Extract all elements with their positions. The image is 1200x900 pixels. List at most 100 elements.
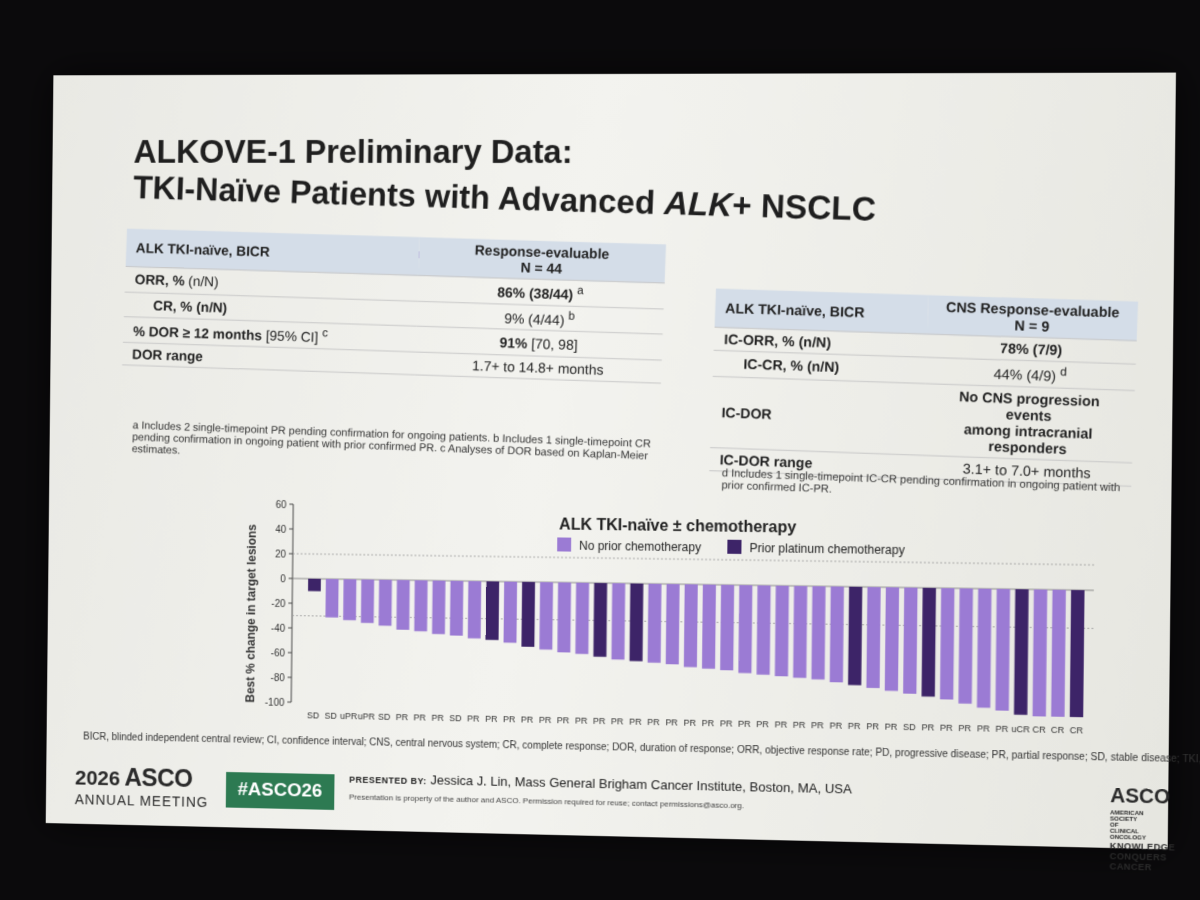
hashtag-badge: #ASCO26 <box>225 771 335 810</box>
reference-line <box>293 554 1094 565</box>
bar <box>1013 589 1029 715</box>
presented-by-label: PRESENTED BY: <box>349 774 427 787</box>
bar <box>360 579 375 624</box>
x-tick-label: SD <box>378 712 390 722</box>
bar <box>976 588 992 708</box>
bar <box>958 588 973 704</box>
x-tick-label: uCR <box>1011 724 1030 735</box>
bar <box>903 587 918 694</box>
y-tick-label: 20 <box>275 549 286 560</box>
x-tick-label: PR <box>720 718 733 728</box>
bar <box>575 583 590 655</box>
x-tick-label: PR <box>683 718 696 728</box>
x-tick-label: PR <box>611 716 624 726</box>
x-tick-label: PR <box>467 713 480 723</box>
bar <box>628 582 643 661</box>
y-tick-label: -40 <box>271 624 286 635</box>
x-tick-label: SD <box>903 722 916 732</box>
x-tick-label: PR <box>485 714 498 724</box>
x-tick-label: PR <box>738 719 751 729</box>
bar <box>995 588 1011 711</box>
x-tick-label: PR <box>629 716 642 726</box>
bar <box>866 586 881 689</box>
x-tick-label: PR <box>811 720 824 730</box>
x-tick-label: PR <box>665 717 678 727</box>
x-tick-label: uPR <box>358 711 376 721</box>
y-tick-label: 60 <box>276 500 287 511</box>
x-tick-label: CR <box>1051 725 1065 736</box>
bar <box>308 578 321 592</box>
x-tick-label: CR <box>1070 725 1084 736</box>
bar <box>521 581 536 647</box>
x-tick-label: PR <box>829 720 842 730</box>
bar <box>939 588 955 700</box>
bar <box>396 579 410 630</box>
x-tick-label: PR <box>848 721 861 731</box>
x-tick-label: SD <box>325 711 337 721</box>
y-axis-label: Best % change in target lesions <box>243 524 259 703</box>
x-tick-label: PR <box>775 719 788 729</box>
bar <box>485 581 500 641</box>
x-tick-label: PR <box>702 718 715 728</box>
bar <box>683 584 698 668</box>
bar <box>414 580 428 632</box>
bar <box>738 585 753 674</box>
bar <box>774 585 789 677</box>
x-tick-label: PR <box>921 722 934 732</box>
bar <box>558 583 572 654</box>
x-tick-label: PR <box>396 712 409 722</box>
bar <box>921 587 937 697</box>
x-tick-label: CR <box>1032 724 1046 735</box>
x-tick-label: SD <box>449 713 461 723</box>
bar <box>503 581 518 643</box>
x-tick-label: uPR <box>340 711 358 721</box>
bar <box>467 581 482 639</box>
x-tick-label: SD <box>307 710 319 720</box>
x-tick-label: PR <box>593 716 606 726</box>
bar <box>343 579 357 621</box>
bar <box>539 582 554 650</box>
legend-label: No prior chemotherapy <box>579 539 701 555</box>
bar <box>378 579 392 626</box>
asco-tagline: KNOWLEDGE CONQUERS CANCER <box>1109 840 1176 873</box>
bar <box>1051 589 1066 717</box>
x-tick-label: PR <box>977 723 990 733</box>
bar <box>829 586 844 683</box>
y-tick-label: -20 <box>271 599 286 610</box>
bar <box>325 578 339 618</box>
asco-logo-small: AMERICAN SOCIETY OF CLINICAL ONCOLOGY <box>1109 810 1147 842</box>
x-tick-label: PR <box>793 720 806 730</box>
x-tick-label: PR <box>557 715 570 725</box>
asco-logo-text: ASCO <box>1110 784 1171 809</box>
bar <box>811 586 826 680</box>
bar <box>884 587 900 691</box>
x-tick-label: PR <box>940 723 953 733</box>
legend-label: Prior platinum chemotherapy <box>749 541 904 557</box>
meeting-logo: 2026 ASCO ANNUAL MEETING <box>75 763 209 810</box>
asco-logo: ASCO AMERICAN SOCIETY OF CLINICAL ONCOLO… <box>1109 785 1175 873</box>
waterfall-chart: ALK TKI-naïve ± chemotherapy Best % chan… <box>243 500 1176 736</box>
projection-screen: ALKOVE-1 Preliminary Data: TKI-Naïve Pat… <box>45 72 1200 872</box>
bar <box>848 586 863 686</box>
bar <box>701 584 716 669</box>
bar <box>593 582 608 657</box>
x-tick-label: PR <box>885 721 898 731</box>
bar <box>720 584 735 671</box>
x-tick-label: PR <box>521 714 534 724</box>
bar <box>647 583 662 663</box>
y-tick-label: 40 <box>275 525 286 536</box>
bar <box>1032 589 1048 717</box>
chart-title: ALK TKI-naïve ± chemotherapy <box>559 516 796 536</box>
legend-swatch <box>557 538 572 553</box>
y-tick-label: -80 <box>270 673 285 684</box>
bar <box>432 580 446 635</box>
meeting-brand: ASCO <box>124 763 193 793</box>
x-tick-label: PR <box>866 721 879 731</box>
y-tick-label: -100 <box>265 698 285 709</box>
bar <box>611 582 625 660</box>
y-tick-label: 0 <box>280 574 286 585</box>
bar <box>793 585 808 678</box>
x-tick-label: PR <box>539 715 552 725</box>
x-tick-label: PR <box>431 713 444 723</box>
